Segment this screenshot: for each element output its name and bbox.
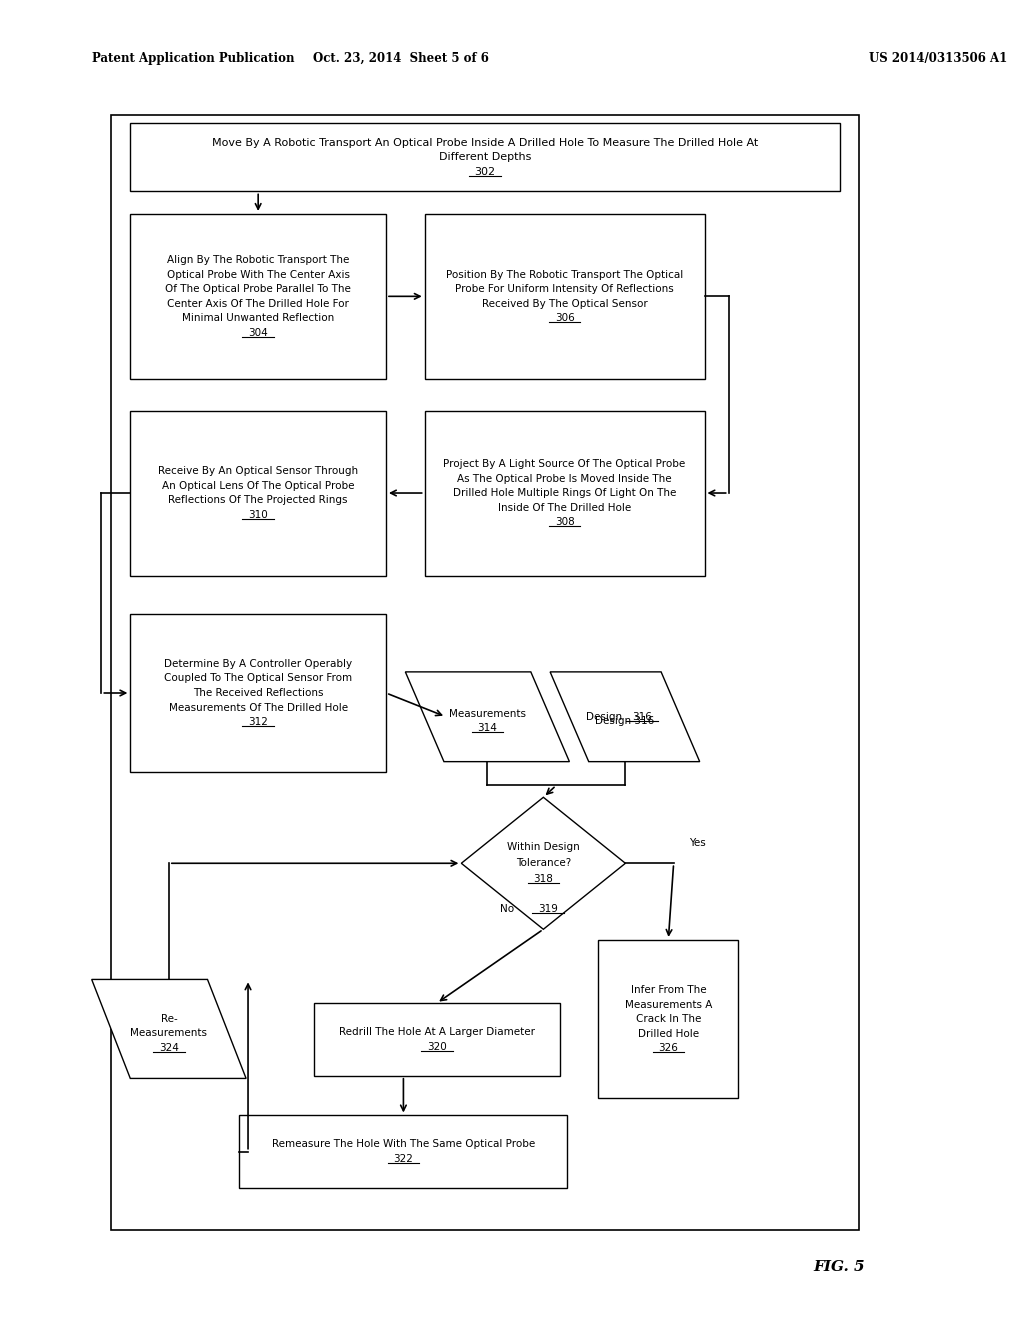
Text: Crack In The: Crack In The — [636, 1014, 701, 1024]
Text: US 2014/0313506 A1: US 2014/0313506 A1 — [868, 51, 1007, 65]
Text: 302: 302 — [474, 166, 496, 177]
Text: Re-: Re- — [161, 1014, 177, 1024]
Text: Position By The Robotic Transport The Optical: Position By The Robotic Transport The Op… — [446, 269, 683, 280]
Text: 304: 304 — [248, 327, 268, 338]
Text: Design 316: Design 316 — [595, 717, 654, 726]
Text: Move By A Robotic Transport An Optical Probe Inside A Drilled Hole To Measure Th: Move By A Robotic Transport An Optical P… — [212, 137, 758, 148]
Text: 312: 312 — [248, 717, 268, 727]
Text: Design: Design — [586, 711, 625, 722]
Text: Reflections Of The Projected Rings: Reflections Of The Projected Rings — [168, 495, 348, 506]
Text: Tolerance?: Tolerance? — [516, 858, 571, 869]
Text: Measurements: Measurements — [130, 1028, 208, 1039]
Text: Remeasure The Hole With The Same Optical Probe: Remeasure The Hole With The Same Optical… — [271, 1139, 536, 1150]
FancyBboxPatch shape — [130, 214, 386, 379]
Text: Measurements: Measurements — [449, 709, 526, 719]
Text: Coupled To The Optical Sensor From: Coupled To The Optical Sensor From — [164, 673, 352, 684]
Text: 310: 310 — [248, 510, 268, 520]
FancyBboxPatch shape — [425, 411, 705, 576]
Text: 318: 318 — [534, 874, 553, 884]
Text: Oct. 23, 2014  Sheet 5 of 6: Oct. 23, 2014 Sheet 5 of 6 — [312, 51, 488, 65]
Text: Center Axis Of The Drilled Hole For: Center Axis Of The Drilled Hole For — [167, 298, 349, 309]
FancyBboxPatch shape — [425, 214, 705, 379]
Text: As The Optical Probe Is Moved Inside The: As The Optical Probe Is Moved Inside The — [458, 474, 672, 483]
Text: Redrill The Hole At A Larger Diameter: Redrill The Hole At A Larger Diameter — [339, 1027, 535, 1038]
Text: FIG. 5: FIG. 5 — [814, 1261, 865, 1274]
Text: Measurements Of The Drilled Hole: Measurements Of The Drilled Hole — [169, 702, 348, 713]
Text: Patent Application Publication: Patent Application Publication — [92, 51, 294, 65]
Text: Infer From The: Infer From The — [631, 985, 707, 995]
Text: Received By The Optical Sensor: Received By The Optical Sensor — [481, 298, 647, 309]
Text: 306: 306 — [555, 313, 574, 323]
Text: 320: 320 — [427, 1041, 446, 1052]
Text: Minimal Unwanted Reflection: Minimal Unwanted Reflection — [182, 313, 334, 323]
FancyBboxPatch shape — [130, 123, 840, 191]
Text: Determine By A Controller Operably: Determine By A Controller Operably — [164, 659, 352, 669]
Text: Optical Probe With The Center Axis: Optical Probe With The Center Axis — [167, 269, 349, 280]
Text: 314: 314 — [477, 723, 498, 734]
Text: Within Design: Within Design — [507, 842, 580, 853]
Text: 319: 319 — [539, 904, 558, 915]
Text: The Received Reflections: The Received Reflections — [193, 688, 324, 698]
FancyBboxPatch shape — [240, 1115, 567, 1188]
FancyBboxPatch shape — [130, 614, 386, 772]
Text: 322: 322 — [393, 1154, 414, 1164]
Text: 324: 324 — [159, 1043, 179, 1053]
Text: Yes: Yes — [689, 838, 707, 849]
FancyBboxPatch shape — [130, 411, 386, 576]
Text: Drilled Hole: Drilled Hole — [638, 1028, 699, 1039]
Text: 326: 326 — [658, 1043, 678, 1053]
Text: 316: 316 — [633, 711, 652, 722]
Text: Project By A Light Source Of The Optical Probe: Project By A Light Source Of The Optical… — [443, 459, 686, 469]
Text: Align By The Robotic Transport The: Align By The Robotic Transport The — [167, 255, 349, 265]
Text: Inside Of The Drilled Hole: Inside Of The Drilled Hole — [498, 503, 631, 512]
FancyBboxPatch shape — [598, 940, 738, 1098]
Polygon shape — [406, 672, 569, 762]
Text: Probe For Uniform Intensity Of Reflections: Probe For Uniform Intensity Of Reflectio… — [456, 284, 674, 294]
Text: No: No — [500, 904, 514, 915]
Polygon shape — [92, 979, 246, 1078]
Text: Drilled Hole Multiple Rings Of Light On The: Drilled Hole Multiple Rings Of Light On … — [453, 488, 676, 498]
Text: Different Depths: Different Depths — [438, 152, 531, 162]
Text: An Optical Lens Of The Optical Probe: An Optical Lens Of The Optical Probe — [162, 480, 354, 491]
Text: Of The Optical Probe Parallel To The: Of The Optical Probe Parallel To The — [165, 284, 351, 294]
FancyBboxPatch shape — [111, 115, 859, 1230]
FancyBboxPatch shape — [313, 1003, 560, 1076]
Polygon shape — [462, 797, 626, 929]
Text: Receive By An Optical Sensor Through: Receive By An Optical Sensor Through — [158, 466, 358, 477]
Text: Measurements A: Measurements A — [625, 999, 712, 1010]
Polygon shape — [550, 672, 699, 762]
Text: 308: 308 — [555, 517, 574, 527]
